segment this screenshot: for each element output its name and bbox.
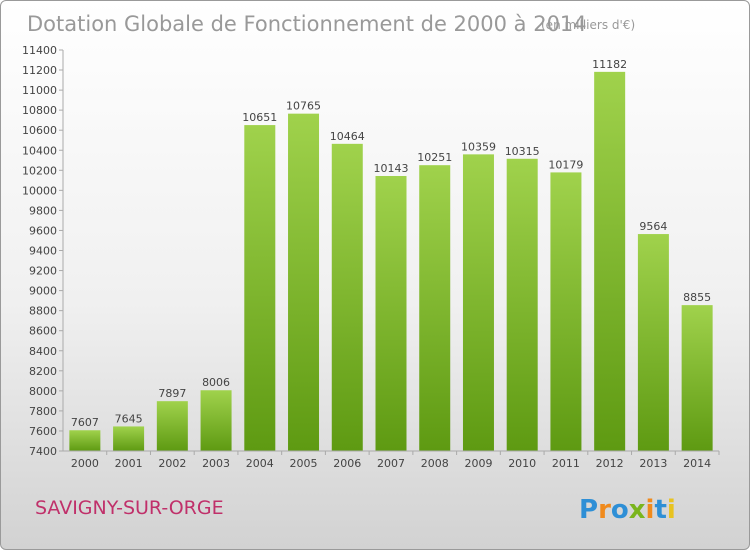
y-tick-label: 10200 [22, 164, 57, 177]
y-tick-label: 8600 [29, 325, 57, 338]
x-tick-label: 2012 [596, 457, 624, 470]
y-tick-label: 9600 [29, 224, 57, 237]
bar [419, 165, 451, 451]
y-tick-label: 8400 [29, 345, 57, 358]
bar [462, 154, 494, 452]
bar [244, 125, 276, 451]
x-tick-label: 2009 [464, 457, 492, 470]
y-tick-label: 7800 [29, 405, 57, 418]
y-tick-label: 9000 [29, 285, 57, 298]
bar [200, 390, 232, 451]
bar-value-label: 9564 [639, 220, 667, 233]
x-tick-label: 2014 [683, 457, 711, 470]
x-tick-label: 2011 [552, 457, 580, 470]
x-tick-label: 2010 [508, 457, 536, 470]
x-tick-label: 2002 [158, 457, 186, 470]
bars-group: 7607 7645 7897 8006 10651 10765 10464 10143 1025… [69, 58, 713, 452]
y-tick-label: 9400 [29, 245, 57, 258]
bar-value-label: 10765 [286, 100, 321, 113]
x-tick-label: 2007 [377, 457, 405, 470]
city-name: SAVIGNY-SUR-ORGE [35, 497, 224, 519]
bar-value-label: 11182 [592, 58, 627, 71]
bar [637, 234, 669, 451]
chart-subtitle: (en milliers d'€) [541, 18, 635, 32]
y-tick-label: 7400 [29, 445, 57, 458]
bar [69, 430, 101, 451]
bar-value-label: 10464 [330, 130, 365, 143]
y-tick-label: 7600 [29, 425, 57, 438]
y-tick-label: 11000 [22, 84, 57, 97]
bar [594, 71, 626, 452]
x-tick-label: 2008 [421, 457, 449, 470]
x-tick-label: 2013 [639, 457, 667, 470]
bar-value-label: 7645 [115, 412, 143, 425]
x-tick-label: 2001 [115, 457, 143, 470]
x-tick-label: 2004 [246, 457, 274, 470]
bar-value-label: 10179 [548, 158, 583, 171]
y-tick-label: 10000 [22, 184, 57, 197]
y-tick-label: 8000 [29, 385, 57, 398]
bar-value-label: 8006 [202, 376, 230, 389]
bar-value-label: 10359 [461, 140, 496, 153]
y-axis: 7400 7600 7800 8000 8200 8400 8600 8800 9000 9200… [22, 44, 64, 458]
bar-value-label: 10651 [242, 111, 277, 124]
proxiti-logo: Proxiti [579, 495, 676, 525]
y-tick-label: 10800 [22, 104, 57, 117]
bar-value-label: 7897 [158, 387, 186, 400]
proxiti-logo-text: Proxiti [579, 495, 676, 525]
x-axis: 2000 2001 2002 2003 2004 2005 2006 2007 2008 2009… [63, 450, 720, 470]
bar [156, 401, 188, 451]
y-tick-label: 9800 [29, 204, 57, 217]
y-tick-label: 8200 [29, 365, 57, 378]
bar [375, 176, 407, 451]
x-tick-label: 2006 [333, 457, 361, 470]
bar [113, 426, 145, 451]
y-tick-label: 11200 [22, 64, 57, 77]
y-tick-label: 11400 [22, 44, 57, 57]
bar [550, 172, 582, 451]
bar [506, 158, 538, 452]
x-tick-label: 2000 [71, 457, 99, 470]
x-tick-label: 2003 [202, 457, 230, 470]
bar-value-label: 10251 [417, 151, 452, 164]
bar-value-label: 10143 [374, 162, 409, 175]
bar [288, 113, 320, 451]
bar-value-label: 8855 [683, 291, 711, 304]
bar [331, 143, 363, 452]
y-tick-label: 10400 [22, 144, 57, 157]
x-tick-label: 2005 [290, 457, 318, 470]
y-tick-label: 9200 [29, 265, 57, 278]
y-tick-label: 8800 [29, 305, 57, 318]
bar-value-label: 7607 [71, 416, 99, 429]
y-tick-label: 10600 [22, 124, 57, 137]
bar [681, 305, 713, 451]
bar-value-label: 10315 [505, 145, 540, 158]
chart-title: Dotation Globale de Fonctionnement de 20… [27, 12, 587, 36]
